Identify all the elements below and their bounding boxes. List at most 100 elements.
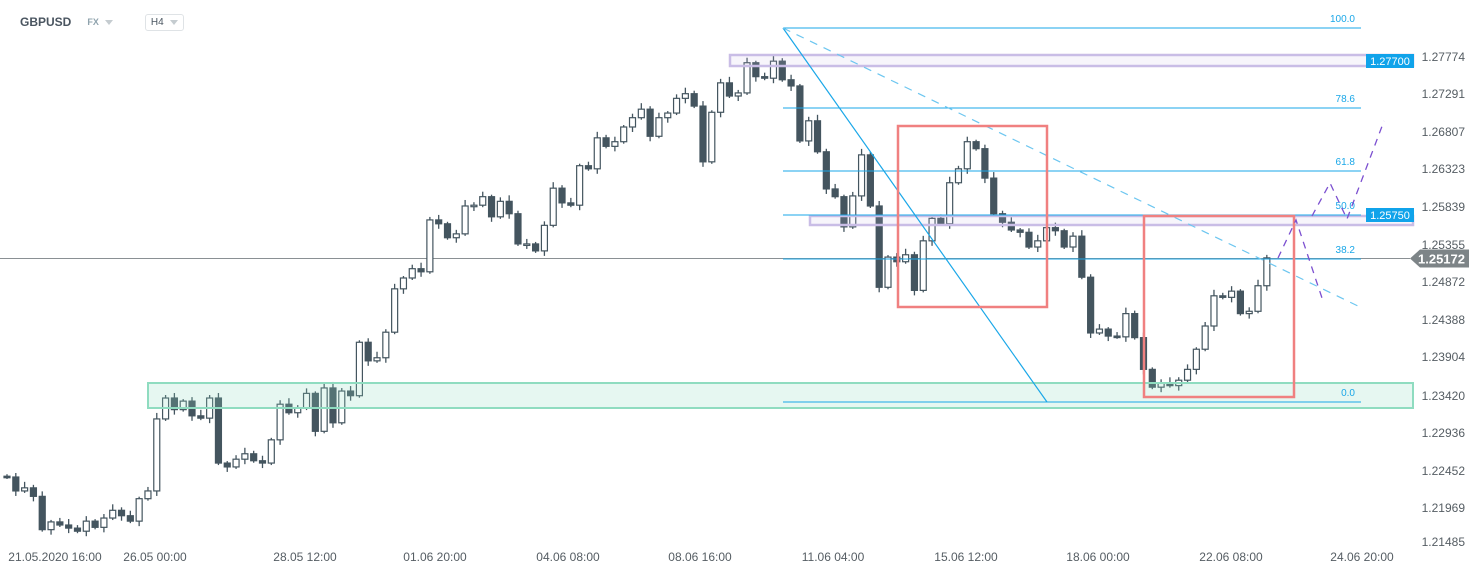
candle	[523, 238, 531, 249]
candle	[514, 210, 522, 246]
candle	[126, 510, 134, 524]
candle-body	[831, 188, 839, 198]
candle	[355, 340, 363, 398]
candle-body	[1104, 328, 1112, 337]
candle-body	[752, 62, 760, 78]
level-tag	[1366, 54, 1414, 68]
level-tag	[1366, 208, 1414, 222]
candle	[153, 412, 161, 496]
candle	[637, 103, 645, 120]
candle	[664, 111, 672, 123]
candle-body	[972, 141, 980, 150]
price-tick-label: 1.22452	[1422, 464, 1466, 478]
candle-body	[620, 126, 628, 143]
candle	[311, 391, 319, 437]
candle	[531, 241, 540, 253]
candle-body	[267, 439, 275, 464]
candle-body	[549, 187, 557, 226]
candle	[73, 525, 82, 534]
fib-level-label: 61.8	[1336, 157, 1356, 168]
candle	[496, 197, 504, 219]
candle	[214, 393, 223, 466]
fib-level-label: 78.6	[1336, 94, 1356, 105]
candle-body	[100, 517, 108, 528]
candle	[655, 112, 663, 139]
candle	[170, 393, 178, 415]
time-tick-label: 22.06 08:00	[1199, 550, 1263, 564]
candle-body	[29, 487, 38, 497]
candle-body	[1236, 290, 1245, 315]
candle	[928, 216, 936, 246]
price-axis: 1.27774 1.27291 1.26807 1.26323 1.25839 1.253…	[1410, 50, 1469, 549]
resistance-zone	[728, 53, 1415, 68]
candle-body	[593, 137, 601, 170]
timeframe-selector[interactable]: H4	[144, 13, 184, 31]
candle-body	[981, 148, 989, 179]
candle	[1078, 230, 1086, 280]
candle	[778, 58, 786, 82]
chevron-down-icon	[169, 19, 178, 25]
candle-body	[479, 196, 487, 206]
candle-body	[690, 93, 698, 107]
candle-body	[258, 460, 267, 464]
trend-line	[782, 27, 1048, 403]
candle	[38, 491, 46, 532]
drawings: 100.0 78.6 61.8 50.0 38.2 0.0 1.27700 1.25750	[147, 14, 1415, 409]
candle	[576, 163, 584, 211]
time-tick-label: 26.05 00:00	[123, 550, 187, 564]
candle	[734, 89, 742, 102]
price-tick-label: 1.26323	[1422, 162, 1466, 176]
candle	[144, 486, 152, 501]
scenario-path	[1277, 218, 1323, 299]
price-tick-label: 1.22936	[1422, 426, 1466, 440]
candle-body	[435, 219, 443, 225]
candle	[21, 481, 29, 493]
fib-level-label: 0.0	[1341, 388, 1355, 399]
candle	[549, 182, 557, 228]
candle	[417, 262, 425, 277]
candle	[373, 351, 381, 363]
candle	[1192, 347, 1200, 375]
price-tick-label: 1.21485	[1422, 535, 1466, 549]
candle-body	[1148, 368, 1156, 388]
candle-body	[1025, 231, 1033, 248]
candle	[1131, 310, 1139, 340]
candle	[611, 136, 619, 152]
candle-body	[3, 475, 11, 479]
candle-body	[408, 268, 416, 279]
candle	[435, 214, 443, 229]
candle	[1069, 232, 1077, 253]
candle	[1095, 324, 1104, 335]
candle	[646, 106, 654, 142]
candle	[443, 221, 452, 240]
price-tick-label: 1.24388	[1422, 313, 1466, 327]
candle-body	[126, 515, 134, 522]
candle-body	[241, 453, 249, 460]
candle-body	[65, 524, 73, 529]
candle	[1060, 228, 1068, 250]
candle	[849, 191, 857, 229]
candle-body	[364, 341, 372, 362]
candle-body	[1051, 227, 1059, 232]
candle-body	[329, 387, 337, 424]
market-selector[interactable]: FX	[87, 17, 113, 27]
candle-body	[514, 213, 522, 245]
candle	[787, 74, 795, 91]
candle	[1236, 289, 1245, 316]
price-tick-label: 1.27291	[1422, 87, 1466, 101]
market-label: FX	[87, 17, 99, 27]
candle-body	[461, 205, 469, 235]
candle-body	[928, 217, 936, 242]
candle	[672, 94, 681, 116]
candle-body	[910, 254, 919, 291]
time-tick-label: 08.06 16:00	[668, 550, 732, 564]
candle-body	[91, 520, 99, 528]
candle	[329, 381, 337, 428]
time-axis: 21.05.2020 16:00 26.05 00:00 28.05 12:00 01…	[8, 550, 1394, 564]
candle	[91, 519, 99, 530]
candle	[505, 195, 513, 219]
candles	[0, 55, 1410, 537]
candle-body	[708, 111, 716, 163]
candle-body	[73, 527, 82, 532]
